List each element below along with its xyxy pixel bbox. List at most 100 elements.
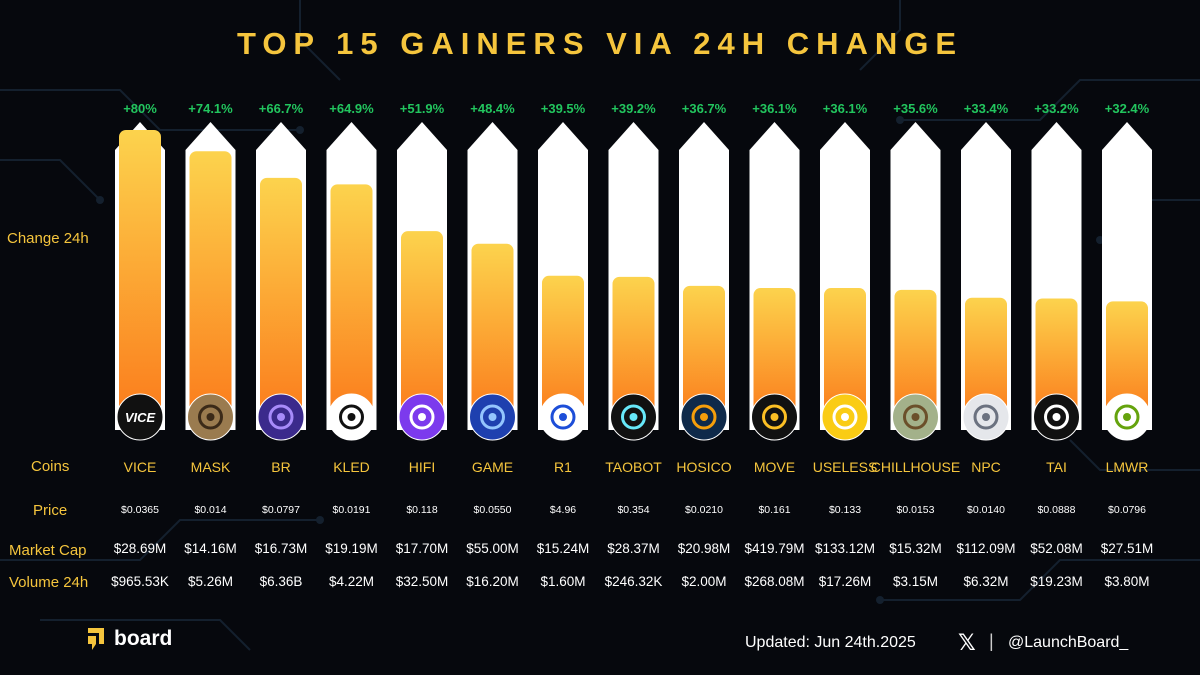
market-cap-row-label: Market Cap	[9, 542, 87, 559]
price-chillhouse: $0.0153	[897, 504, 935, 516]
coin-label-r1: R1	[554, 459, 572, 475]
price-mask: $0.014	[194, 504, 226, 516]
lmwr-icon	[1103, 393, 1151, 441]
coin-label-vice: VICE	[124, 459, 157, 475]
coin-label-npc: NPC	[971, 459, 1001, 475]
volume-move: $268.08M	[744, 574, 804, 589]
bar-mask	[189, 151, 232, 419]
price-game: $0.0550	[474, 504, 512, 516]
br-icon	[257, 393, 305, 441]
change-label-game: +48.4%	[470, 101, 515, 116]
coin-label-game: GAME	[472, 459, 513, 475]
bar-r1	[542, 275, 584, 418]
volume-tai: $19.23M	[1030, 574, 1083, 589]
price-r1: $4.96	[550, 504, 576, 516]
taobot-icon	[610, 393, 657, 441]
market-cap-chillhouse: $15.32M	[889, 541, 942, 556]
vice-icon-text: VICE	[125, 410, 156, 425]
price-hifi: $0.118	[406, 504, 437, 516]
board-logo-icon	[88, 628, 104, 650]
change-label-move: +36.1%	[752, 101, 797, 116]
coin-label-tai: TAI	[1046, 459, 1067, 475]
bar-hosico	[683, 285, 725, 418]
coin-label-kled: KLED	[333, 459, 370, 475]
brand-name: board	[114, 627, 173, 650]
hifi-icon	[398, 393, 446, 441]
coin-label-mask: MASK	[191, 459, 231, 475]
change-label-r1: +39.5%	[541, 101, 586, 116]
change-label-lmwr: +32.4%	[1105, 101, 1150, 116]
r1-icon	[539, 393, 587, 441]
chart-title: TOP 15 GAINERS VIA 24H CHANGE	[236, 26, 964, 61]
market-cap-kled: $19.19M	[325, 541, 378, 556]
volume-lmwr: $3.80M	[1104, 574, 1149, 589]
vice-icon: VICE	[116, 393, 164, 441]
market-cap-hifi: $17.70M	[396, 541, 449, 556]
price-hosico: $0.0210	[685, 504, 723, 516]
volume-hosico: $2.00M	[681, 574, 726, 589]
volume-game: $16.20M	[466, 574, 519, 589]
useless-icon	[821, 393, 869, 441]
market-cap-game: $55.00M	[466, 541, 519, 556]
price-kled: $0.0191	[333, 504, 371, 516]
price-br: $0.0797	[262, 504, 300, 516]
change-label-npc: +33.4%	[964, 101, 1009, 116]
mask-icon	[187, 393, 234, 441]
volume-vice: $965.53K	[111, 574, 169, 589]
chillhouse-icon	[892, 393, 939, 441]
coin-label-br: BR	[271, 459, 290, 475]
change-label-hifi: +51.9%	[400, 101, 445, 116]
market-cap-mask: $14.16M	[184, 541, 237, 556]
price-npc: $0.0140	[967, 504, 1005, 516]
kled-icon	[328, 393, 375, 441]
coin-label-useless: USELESS	[813, 459, 878, 475]
change-label-br: +66.7%	[259, 101, 304, 116]
price-row-label: Price	[33, 502, 68, 519]
change-label-hosico: +36.7%	[682, 101, 727, 116]
market-cap-r1: $15.24M	[537, 541, 590, 556]
coin-label-hifi: HIFI	[409, 459, 435, 475]
market-cap-npc: $112.09M	[956, 541, 1015, 556]
bar-useless	[824, 288, 866, 418]
coins-row-label: Coins	[31, 458, 70, 475]
market-cap-br: $16.73M	[255, 541, 308, 556]
coin-label-move: MOVE	[754, 459, 795, 475]
market-cap-vice: $28.69M	[114, 541, 167, 556]
market-cap-lmwr: $27.51M	[1101, 541, 1154, 556]
hosico-icon	[680, 393, 728, 441]
volume-hifi: $32.50M	[396, 574, 449, 589]
coin-label-hosico: HOSICO	[676, 459, 731, 475]
bar-chillhouse	[894, 289, 937, 418]
bar-tai	[1035, 298, 1078, 418]
price-vice: $0.0365	[121, 504, 159, 516]
coin-label-chillhouse: CHILLHOUSE	[871, 459, 960, 475]
change-label-chillhouse: +35.6%	[893, 101, 938, 116]
bar-hifi	[401, 231, 443, 418]
bar-kled	[330, 184, 373, 418]
market-cap-move: $419.79M	[744, 541, 804, 556]
price-lmwr: $0.0796	[1108, 504, 1146, 516]
volume-chillhouse: $3.15M	[893, 574, 938, 589]
bar-lmwr	[1106, 301, 1148, 418]
market-cap-useless: $133.12M	[815, 541, 875, 556]
bar-br	[260, 177, 302, 418]
bar-move	[753, 288, 796, 418]
market-cap-taobot: $28.37M	[607, 541, 660, 556]
bar-game	[471, 243, 514, 418]
coin-label-taobot: TAOBOT	[605, 459, 662, 475]
price-tai: $0.0888	[1038, 504, 1076, 516]
price-useless: $0.133	[829, 504, 861, 516]
coin-label-lmwr: LMWR	[1106, 459, 1149, 475]
price-taobot: $0.354	[617, 504, 649, 516]
price-move: $0.161	[758, 504, 790, 516]
volume-row-label: Volume 24h	[9, 574, 89, 591]
change-label-vice: +80%	[123, 101, 157, 116]
volume-kled: $4.22M	[329, 574, 374, 589]
bar-vice	[119, 130, 161, 418]
bar-npc	[965, 297, 1007, 418]
brand-logo: board	[86, 626, 172, 652]
change-label-mask: +74.1%	[188, 101, 233, 116]
game-icon	[469, 393, 516, 441]
